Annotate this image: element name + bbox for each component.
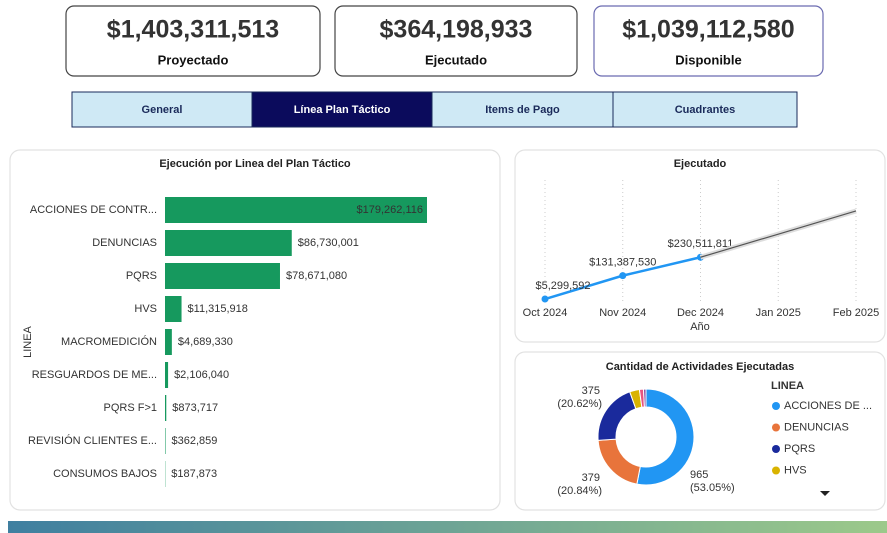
axis-label: LINEA <box>22 325 34 357</box>
value-label: 965 <box>690 469 708 481</box>
value-label: $187,873 <box>171 468 217 480</box>
kpi-label: Ejecutado <box>425 52 487 67</box>
value-label: $131,387,530 <box>589 257 656 269</box>
legend-label: ACCIONES DE ... <box>784 400 872 412</box>
legend-swatch <box>772 402 780 410</box>
bar <box>165 362 169 388</box>
percent-label: (53.05%) <box>690 482 735 494</box>
bar <box>165 428 166 454</box>
category-label: MACROMEDICIÓN <box>61 335 157 348</box>
legend-title: LINEA <box>771 380 804 392</box>
kpi-card <box>334 5 578 77</box>
value-label: $179,262,116 <box>357 204 423 216</box>
value-label: $2,106,040 <box>174 369 229 381</box>
value-label: $873,717 <box>172 402 218 414</box>
point <box>619 272 627 280</box>
legend-label: HVS <box>784 464 807 476</box>
tab-label[interactable]: Línea Plan Táctico <box>294 104 391 116</box>
value-label: $78,671,080 <box>286 270 347 282</box>
tab-label[interactable]: Cuadrantes <box>675 104 736 116</box>
category-label: RESGUARDOS DE ME... <box>32 369 157 381</box>
bar <box>165 197 427 223</box>
value-label: $230,511,811 <box>668 238 734 250</box>
slice <box>636 388 695 486</box>
chart-title: Cantidad de Actividades Ejecutadas <box>606 361 794 373</box>
x-tick-label: Jan 2025 <box>756 307 801 319</box>
chart-title: Ejecutado <box>674 158 727 170</box>
panel <box>514 149 886 343</box>
value-label: $86,730,001 <box>298 237 359 249</box>
kpi-card <box>65 5 321 77</box>
category-label: PQRS <box>126 270 157 282</box>
category-label: CONSUMOS BAJOS <box>53 468 157 480</box>
bar <box>165 395 167 421</box>
panel <box>514 351 886 511</box>
kpi-value: $1,403,311,513 <box>107 16 279 44</box>
category-label: ACCIONES DE CONTR... <box>30 204 157 216</box>
tab[interactable] <box>612 91 798 128</box>
x-tick-label: Dec 2024 <box>677 307 724 319</box>
legend-swatch <box>772 445 780 453</box>
kpi-card <box>593 5 824 77</box>
legend-label: PQRS <box>784 443 815 455</box>
value-label: $362,859 <box>172 435 218 447</box>
value-label: 375 <box>582 385 600 397</box>
percent-label: (20.84%) <box>557 485 602 497</box>
bar <box>165 230 292 256</box>
scroll-arrow[interactable] <box>820 491 830 496</box>
panel <box>9 149 501 511</box>
bar <box>165 263 280 289</box>
footer-strip <box>8 521 887 533</box>
x-tick-label: Feb 2025 <box>833 307 879 319</box>
forecast-line <box>700 210 857 258</box>
category-label: DENUNCIAS <box>92 237 157 249</box>
tab-label[interactable]: General <box>142 104 183 116</box>
tab[interactable] <box>431 91 614 128</box>
x-tick-label: Oct 2024 <box>523 307 568 319</box>
kpi-label: Proyectado <box>158 52 229 67</box>
tab[interactable] <box>251 91 433 128</box>
point <box>541 295 549 303</box>
category-label: PQRS F>1 <box>104 402 158 414</box>
bar <box>165 329 172 355</box>
kpi-value: $364,198,933 <box>380 16 533 44</box>
axis-label: Año <box>690 321 710 333</box>
kpi-label: Disponible <box>675 52 741 67</box>
category-label: REVISIÓN CLIENTES E... <box>28 434 157 447</box>
value-label: $11,315,918 <box>188 303 248 315</box>
value-label: 379 <box>582 472 600 484</box>
x-tick-label: Nov 2024 <box>599 307 646 319</box>
chart-title: Ejecución por Linea del Plan Táctico <box>159 158 351 170</box>
kpi-value: $1,039,112,580 <box>622 16 794 44</box>
tab[interactable] <box>71 91 253 128</box>
bar <box>165 296 182 322</box>
value-label: $4,689,330 <box>178 336 233 348</box>
percent-label: (20.62%) <box>557 398 602 410</box>
category-label: HVS <box>134 303 157 315</box>
tab-label[interactable]: Items de Pago <box>485 104 560 116</box>
value-label: $5,299,592 <box>535 280 590 292</box>
slice <box>642 388 647 408</box>
legend-swatch <box>772 423 780 432</box>
legend-swatch <box>772 466 780 475</box>
legend-label: DENUNCIAS <box>784 421 849 433</box>
